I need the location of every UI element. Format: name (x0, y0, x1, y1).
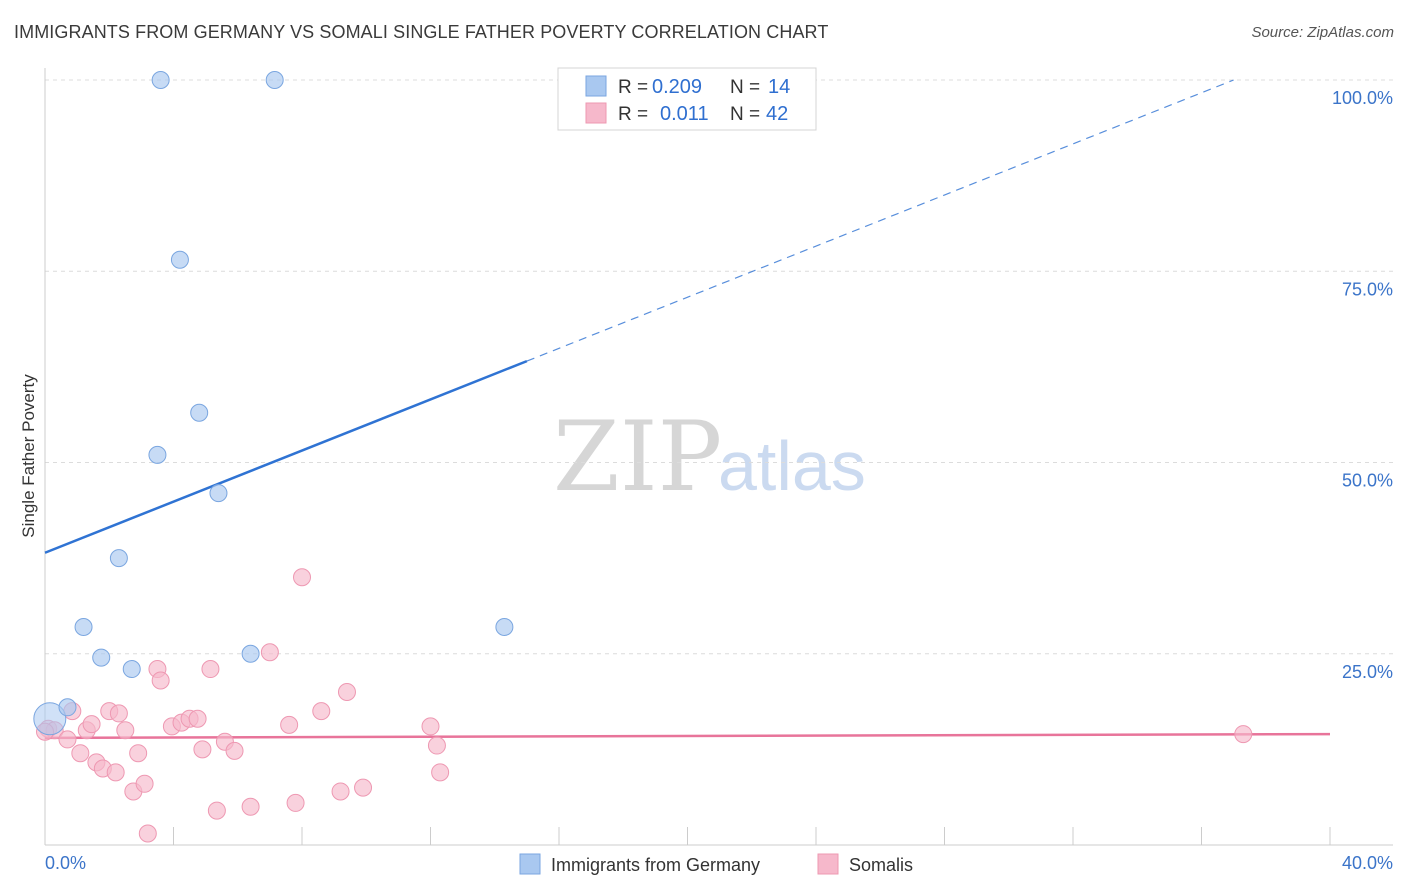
watermark-atlas: atlas (718, 427, 866, 505)
point-somalis-10 (106, 763, 125, 782)
legend-n-value-somalis: 42 (766, 103, 788, 125)
legend-r-value-germany: 0.209 (652, 76, 702, 98)
point-somalis-16 (138, 824, 157, 843)
x-tick-label-max: 40.0% (1342, 853, 1393, 873)
point-somalis-15 (135, 774, 154, 793)
legend-n-label-somalis: N = (730, 104, 760, 125)
point-germany-10 (209, 484, 228, 503)
point-germany-7 (151, 71, 170, 89)
point-somalis-23 (193, 740, 212, 759)
point-somalis-22 (188, 709, 207, 728)
source-credit: Source: ZipAtlas.com (1251, 24, 1394, 41)
point-germany-13 (495, 617, 514, 636)
watermark: ZIP atlas (553, 401, 866, 513)
trend-line-somalis (44, 732, 1331, 740)
series-legend: Immigrants from Germany Somalis (519, 853, 913, 875)
point-somalis-37 (421, 717, 440, 736)
y-tick-label-50: 50.0% (1342, 471, 1393, 491)
point-germany-12 (265, 71, 284, 89)
point-germany-5 (122, 660, 141, 679)
point-somalis-27 (225, 741, 244, 760)
point-germany-3 (92, 648, 111, 667)
point-somalis-11 (109, 704, 128, 723)
point-somalis-31 (286, 793, 305, 812)
series-legend-label-somalis: Somalis (849, 855, 913, 875)
x-ticks (173, 827, 1331, 845)
data-points (33, 71, 1253, 843)
point-somalis-34 (331, 782, 350, 801)
point-germany-6 (148, 445, 167, 464)
point-somalis-38 (427, 736, 446, 755)
point-somalis-36 (354, 778, 373, 797)
legend-n-value-germany: 14 (768, 76, 790, 98)
y-tick-label-25: 25.0% (1342, 662, 1393, 682)
point-germany-9 (190, 403, 209, 422)
point-germany-0 (33, 702, 67, 736)
point-somalis-28 (241, 797, 260, 816)
point-somalis-14 (129, 744, 148, 763)
point-somalis-30 (280, 715, 299, 734)
point-germany-11 (241, 644, 260, 663)
point-somalis-12 (116, 721, 135, 740)
legend-swatch-germany (585, 75, 607, 97)
legend-r-value-somalis: 0.011 (660, 103, 709, 125)
point-somalis-24 (201, 660, 220, 679)
point-germany-8 (170, 250, 189, 269)
y-tick-label-75: 75.0% (1342, 279, 1393, 299)
point-germany-1 (58, 698, 77, 717)
y-tick-labels: 100.0% 75.0% 50.0% 25.0% (1332, 88, 1393, 682)
legend-r-label-germany: R = (618, 77, 648, 98)
trend-line-germany-dashed (526, 79, 1234, 362)
point-somalis-32 (293, 568, 311, 587)
point-somalis-33 (312, 702, 331, 721)
trend-line-germany-solid (44, 359, 528, 554)
point-somalis-29 (260, 643, 279, 662)
y-axis-label: Single Father Poverty (19, 374, 38, 538)
point-somalis-40 (1234, 725, 1253, 744)
point-germany-4 (109, 549, 128, 568)
point-somalis-4 (71, 744, 90, 763)
series-legend-swatch-somalis (817, 853, 839, 875)
point-somalis-25 (207, 801, 226, 820)
correlation-legend: R = 0.209 N = 14 R = 0.011 N = 42 (557, 67, 817, 131)
legend-swatch-somalis (585, 102, 607, 124)
x-tick-label-min: 0.0% (45, 853, 86, 873)
point-somalis-6 (82, 715, 101, 734)
point-somalis-35 (337, 683, 356, 701)
point-germany-2 (74, 617, 93, 636)
series-legend-label-germany: Immigrants from Germany (551, 855, 760, 875)
point-somalis-39 (431, 763, 450, 782)
point-somalis-2 (58, 730, 77, 749)
legend-n-label-germany: N = (730, 77, 760, 98)
y-tick-label-100: 100.0% (1332, 88, 1393, 108)
trend-lines (44, 79, 1331, 740)
point-somalis-18 (151, 671, 170, 690)
legend-r-label-somalis: R = (618, 104, 648, 125)
chart-title: IMMIGRANTS FROM GERMANY VS SOMALI SINGLE… (14, 22, 829, 42)
series-legend-swatch-germany (519, 853, 541, 875)
gridlines (45, 79, 1393, 655)
watermark-zip: ZIP (553, 401, 722, 513)
